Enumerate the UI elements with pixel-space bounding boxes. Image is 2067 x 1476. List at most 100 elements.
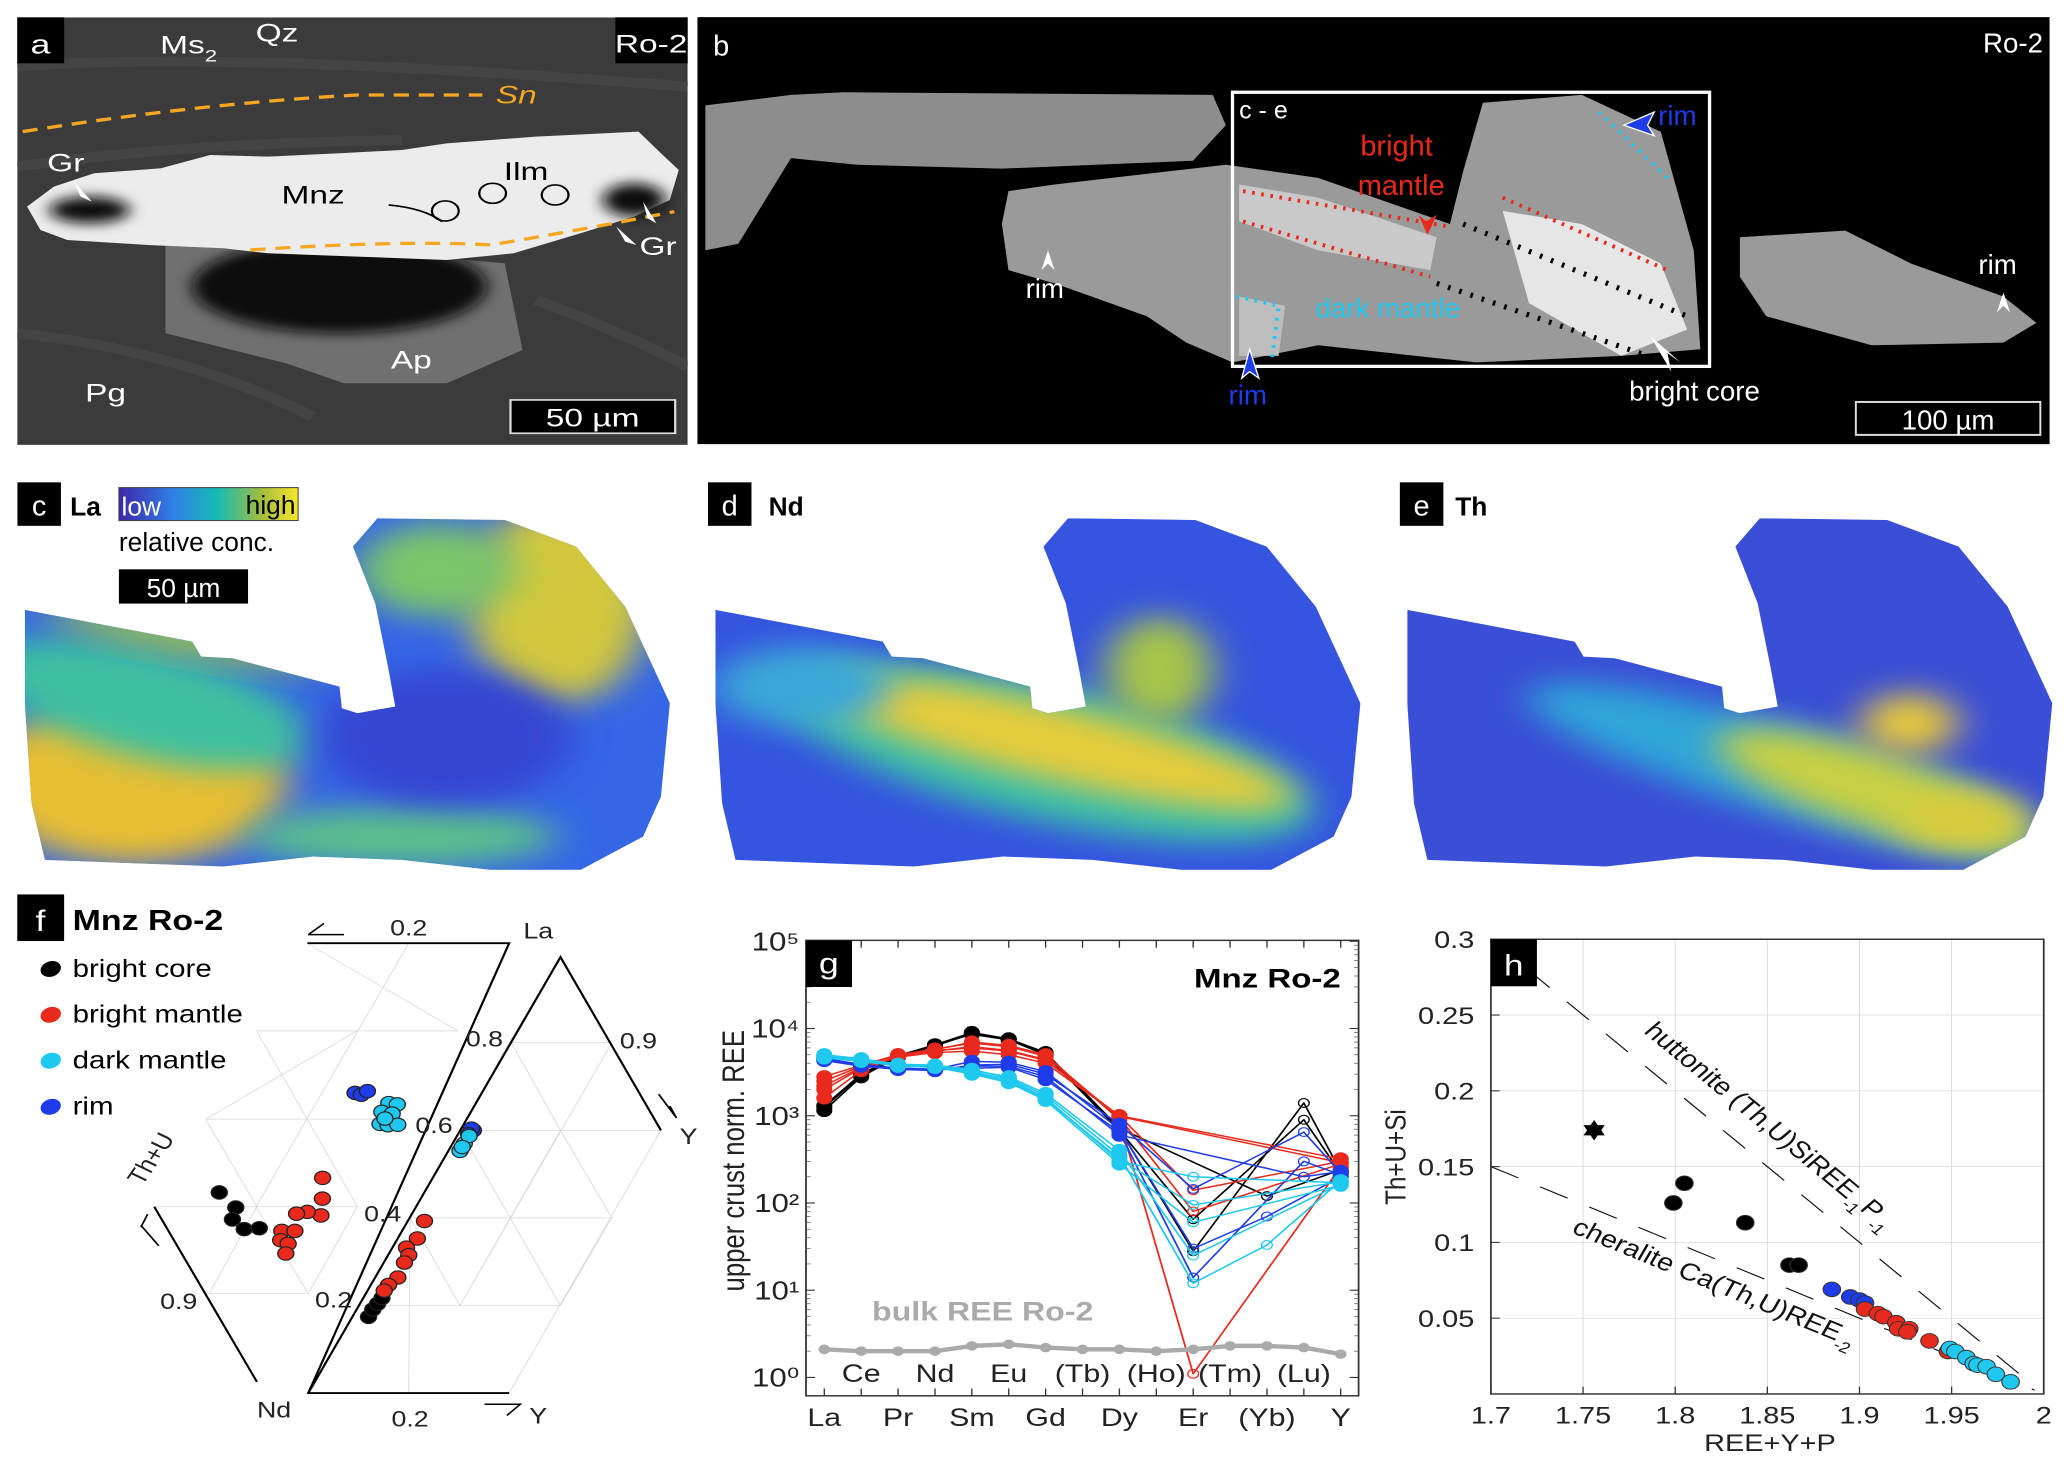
x-tick-label: Dy [1101, 1403, 1138, 1431]
tick-label: 0.8 [466, 1027, 503, 1051]
x-tick-label: Pr [883, 1403, 913, 1431]
data-point-bright-mantle [926, 1044, 944, 1058]
data-point-bright-core [1789, 1257, 1808, 1273]
series-line-dark-mantle [824, 1057, 1342, 1257]
colorbar-high-label: high [246, 490, 296, 520]
legend-marker [40, 1052, 61, 1069]
series-layer [816, 1025, 1349, 1379]
annotation-rim: rim [1229, 380, 1267, 411]
foliation-sn-line [22, 93, 483, 134]
mineral-label-qz: Qz [256, 20, 299, 48]
map-c-la [24, 518, 670, 870]
scale-bar [509, 399, 677, 435]
rim-arrow-icon [1996, 292, 2011, 313]
panel-g-ree-plot: 10⁰ 10¹ 10² 10³ 10⁴ 10⁵ La Pr Sm Gd Dy Er (Yb) Y Ce Nd E… [717, 928, 1360, 1431]
tick-label: 0.2 [390, 916, 427, 940]
mineral-label-ap: Ap [391, 346, 432, 374]
sample-label-box [615, 17, 688, 64]
data-point-bright-mantle [286, 1223, 304, 1239]
data-point-bright-mantle [1000, 1043, 1017, 1058]
y-tick-label: 0.05 [1418, 1305, 1474, 1332]
x-tick-label: La [807, 1403, 841, 1431]
data-point-dark-mantle [926, 1059, 944, 1073]
data-point-dark-mantle [1260, 1240, 1273, 1250]
bulk-label: bulk REE Ro-2 [872, 1297, 1093, 1327]
legend-item-dark-mantle: dark mantle [40, 1046, 227, 1074]
data-point-bright-core [250, 1221, 268, 1236]
y-tick-label: 10³ [754, 1102, 799, 1131]
data-point-bright-core [1675, 1175, 1694, 1192]
y-tick-label: 0.3 [1434, 926, 1474, 953]
data-point-dark-mantle [816, 1048, 833, 1063]
apex-label-y: Y [680, 1125, 698, 1149]
data-point-dark-mantle [963, 1066, 980, 1080]
data-point-rim [1037, 1070, 1054, 1084]
tick-label: 0.9 [620, 1029, 657, 1053]
x-tick-label: Er [1178, 1403, 1208, 1431]
data-point-bright-core [227, 1200, 245, 1215]
data-point-bright-core [223, 1212, 242, 1227]
data-point-bright-mantle [1187, 1206, 1200, 1217]
data-point-bright-core [235, 1221, 253, 1237]
colorbar-low-label: low [122, 491, 163, 521]
data-point-rim [1111, 1128, 1128, 1142]
x-tick-label: 1.8 [1655, 1402, 1695, 1429]
data-point-bright-mantle [415, 1213, 434, 1229]
tick-label: 0.6 [415, 1114, 452, 1138]
y-tick-label: 10⁴ [751, 1015, 799, 1044]
scale-bar-label: 100 µm [1902, 405, 1995, 436]
y-tick-label: 10⁵ [752, 928, 800, 957]
element-label: La [70, 491, 101, 521]
panel-label: h [1504, 949, 1523, 982]
x-tick-label: (Lu) [1277, 1359, 1331, 1387]
legend-marker [40, 1098, 61, 1115]
x-tick-label: (Tm) [1198, 1359, 1262, 1387]
data-point-bright-core [1735, 1214, 1755, 1231]
axis-label-th-u: Th+U [122, 1129, 180, 1189]
x-tick-label: Nd [916, 1359, 955, 1387]
data-point-bulk-ree-ro-2 [1298, 1342, 1310, 1353]
ilmenite-circle [430, 200, 460, 222]
mineral-label-ms: Ms2 [160, 31, 217, 66]
panel-label: f [36, 904, 47, 938]
data-point-bright-core [1297, 1098, 1310, 1108]
panel-label-box [17, 17, 65, 64]
data-point-dark-mantle [1000, 1074, 1017, 1088]
y-tick-label: 10¹ [754, 1277, 799, 1306]
scale-bar [118, 569, 249, 604]
panel-b-bse-image: b Ro-2 c - e bright mantle rim rim dark … [697, 17, 2050, 445]
legend-label: dark mantle [73, 1046, 227, 1074]
data-point-dark-mantle [1111, 1152, 1128, 1166]
foliation-label-sn: Sn [496, 81, 537, 109]
mineral-label-gr: Gr [47, 150, 84, 178]
y-tick-label: 0.25 [1418, 1002, 1474, 1029]
rim-outline [1597, 110, 1669, 180]
grain-right [1739, 230, 2037, 346]
x-tick-label: (Yb) [1238, 1403, 1295, 1431]
colorbar [118, 487, 299, 522]
map-d-nd [715, 518, 1361, 870]
legend-label: bright mantle [73, 1000, 243, 1028]
data-point-dark-mantle [1187, 1278, 1200, 1289]
data-point-rim [1822, 1281, 1842, 1298]
legend-item-rim: rim [40, 1092, 113, 1120]
tick-label: 0.4 [364, 1203, 401, 1227]
data-point-star [1583, 1125, 1605, 1141]
monazite-grain [27, 131, 679, 260]
x-tick-label: Ce [842, 1359, 881, 1387]
data-point-rim [1297, 1127, 1310, 1138]
data-point-bright-mantle [1187, 1368, 1200, 1379]
chart-title: Mnz Ro-2 [1194, 964, 1341, 994]
data-point-bright-core [1664, 1195, 1683, 1211]
scale-bar [1854, 400, 2042, 436]
foliation-lower-line [250, 210, 675, 252]
data-point-bright-core [1297, 1114, 1310, 1125]
data-point-dark-mantle [1187, 1250, 1200, 1261]
y-tick-label: 0.1 [1434, 1229, 1474, 1256]
ilmenite-circle [478, 182, 508, 205]
data-point-dark-mantle [1187, 1199, 1200, 1210]
axes: 10⁰ 10¹ 10² 10³ 10⁴ 10⁵ La Pr Sm Gd Dy Er (Yb) Y Ce Nd E… [751, 928, 1359, 1431]
data-point-dark-mantle [1187, 1217, 1200, 1228]
series-line-bright-mantle [823, 1041, 1342, 1375]
data-point-bulk-ree-ro-2 [892, 1346, 904, 1356]
